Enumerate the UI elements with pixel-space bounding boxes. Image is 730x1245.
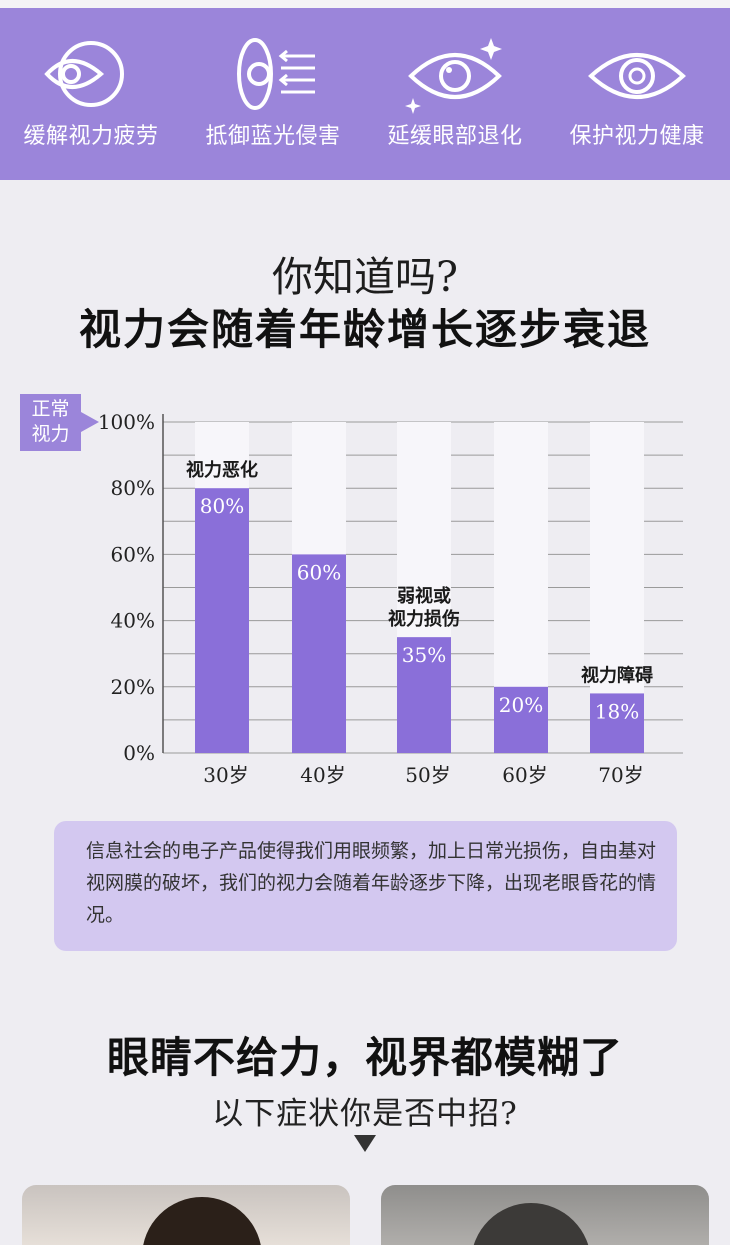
y-axis-tag-line: 视力 xyxy=(31,423,70,445)
bar xyxy=(494,686,548,753)
x-tick-label: 60岁 xyxy=(502,763,547,787)
bar-annotation: 视力损伤 xyxy=(388,608,460,630)
y-tick-label: 60% xyxy=(111,542,155,566)
x-tick-label: 30岁 xyxy=(203,763,248,787)
bar xyxy=(590,693,644,753)
feature-label: 保护视力健康 xyxy=(569,124,705,149)
chart-svg: 0% 20% 40% 60% 80% 100% 80% 30岁 视力恶化 60% 40岁 35% 50岁… xyxy=(98,410,683,787)
question-line2: 视力会随着年龄增长逐步衰退 xyxy=(78,305,651,354)
y-axis-tag-arrow xyxy=(81,412,99,432)
section2-subtitle: 以下症状你是否中招? xyxy=(212,1096,518,1132)
feature-label: 抵御蓝光侵害 xyxy=(205,124,341,149)
sparkle-eye-icon xyxy=(405,38,502,114)
y-tick-label: 100% xyxy=(98,410,155,434)
bar xyxy=(397,637,451,753)
bar-value-label: 60% xyxy=(297,560,341,584)
feature-banner: 缓解视力疲劳 抵御蓝光侵害 延缓眼部退化 保护视力健康 xyxy=(0,8,730,180)
y-tick-label: 0% xyxy=(123,741,155,765)
bar-annotation: 视力恶化 xyxy=(186,459,258,481)
symptom-photo-right xyxy=(381,1185,709,1245)
bar-value-label: 80% xyxy=(200,494,244,518)
x-tick-label: 40岁 xyxy=(300,763,345,787)
description-text: 信息社会的电子产品使得我们用眼频繁，加上日常光损伤，自由基对视网膜的破坏，我们的… xyxy=(86,840,657,926)
y-tick-label: 80% xyxy=(111,476,155,500)
eye-protect-icon xyxy=(588,53,686,99)
feature-label: 延缓眼部退化 xyxy=(387,124,523,149)
description-box: 信息社会的电子产品使得我们用眼频繁，加上日常光损伤，自由基对视网膜的破坏，我们的… xyxy=(54,821,677,951)
y-tick-label: 20% xyxy=(111,675,155,699)
x-tick-label: 70岁 xyxy=(598,763,643,787)
bar-annotation: 视力障碍 xyxy=(581,664,653,686)
vision-chart: 正常 视力 0% 20% 40% 60% 80% 100% 80% 30岁 视力恶化 60% 40岁… xyxy=(0,380,730,800)
bar-value-label: 20% xyxy=(499,693,543,717)
y-axis-tag-line: 正常 xyxy=(31,398,70,420)
y-tick-label: 40% xyxy=(111,609,155,633)
symptom-photo-left xyxy=(22,1185,350,1245)
section2-title: 眼睛不给力，视界都模糊了 xyxy=(106,1033,623,1082)
question-line1: 你知道吗? xyxy=(272,253,458,301)
feature-label: 缓解视力疲劳 xyxy=(23,124,159,149)
feature-blue-light: 抵御蓝光侵害 xyxy=(182,8,364,180)
bar-value-label: 18% xyxy=(595,699,639,723)
feature-eye-relief: 缓解视力疲劳 xyxy=(0,8,182,180)
blue-light-shield-icon xyxy=(237,38,315,110)
y-axis-tag: 正常 视力 xyxy=(20,394,81,451)
down-triangle-icon xyxy=(354,1135,376,1152)
bar-value-label: 35% xyxy=(402,643,446,667)
eye-relief-icon xyxy=(44,41,124,107)
feature-sparkle-eye: 延缓眼部退化 xyxy=(364,8,546,180)
x-tick-label: 50岁 xyxy=(405,763,450,787)
feature-eye-protect: 保护视力健康 xyxy=(546,8,728,180)
top-edge xyxy=(0,0,730,8)
bar-annotation: 弱视或 xyxy=(397,585,451,607)
bar xyxy=(195,488,249,753)
bar xyxy=(292,554,346,753)
